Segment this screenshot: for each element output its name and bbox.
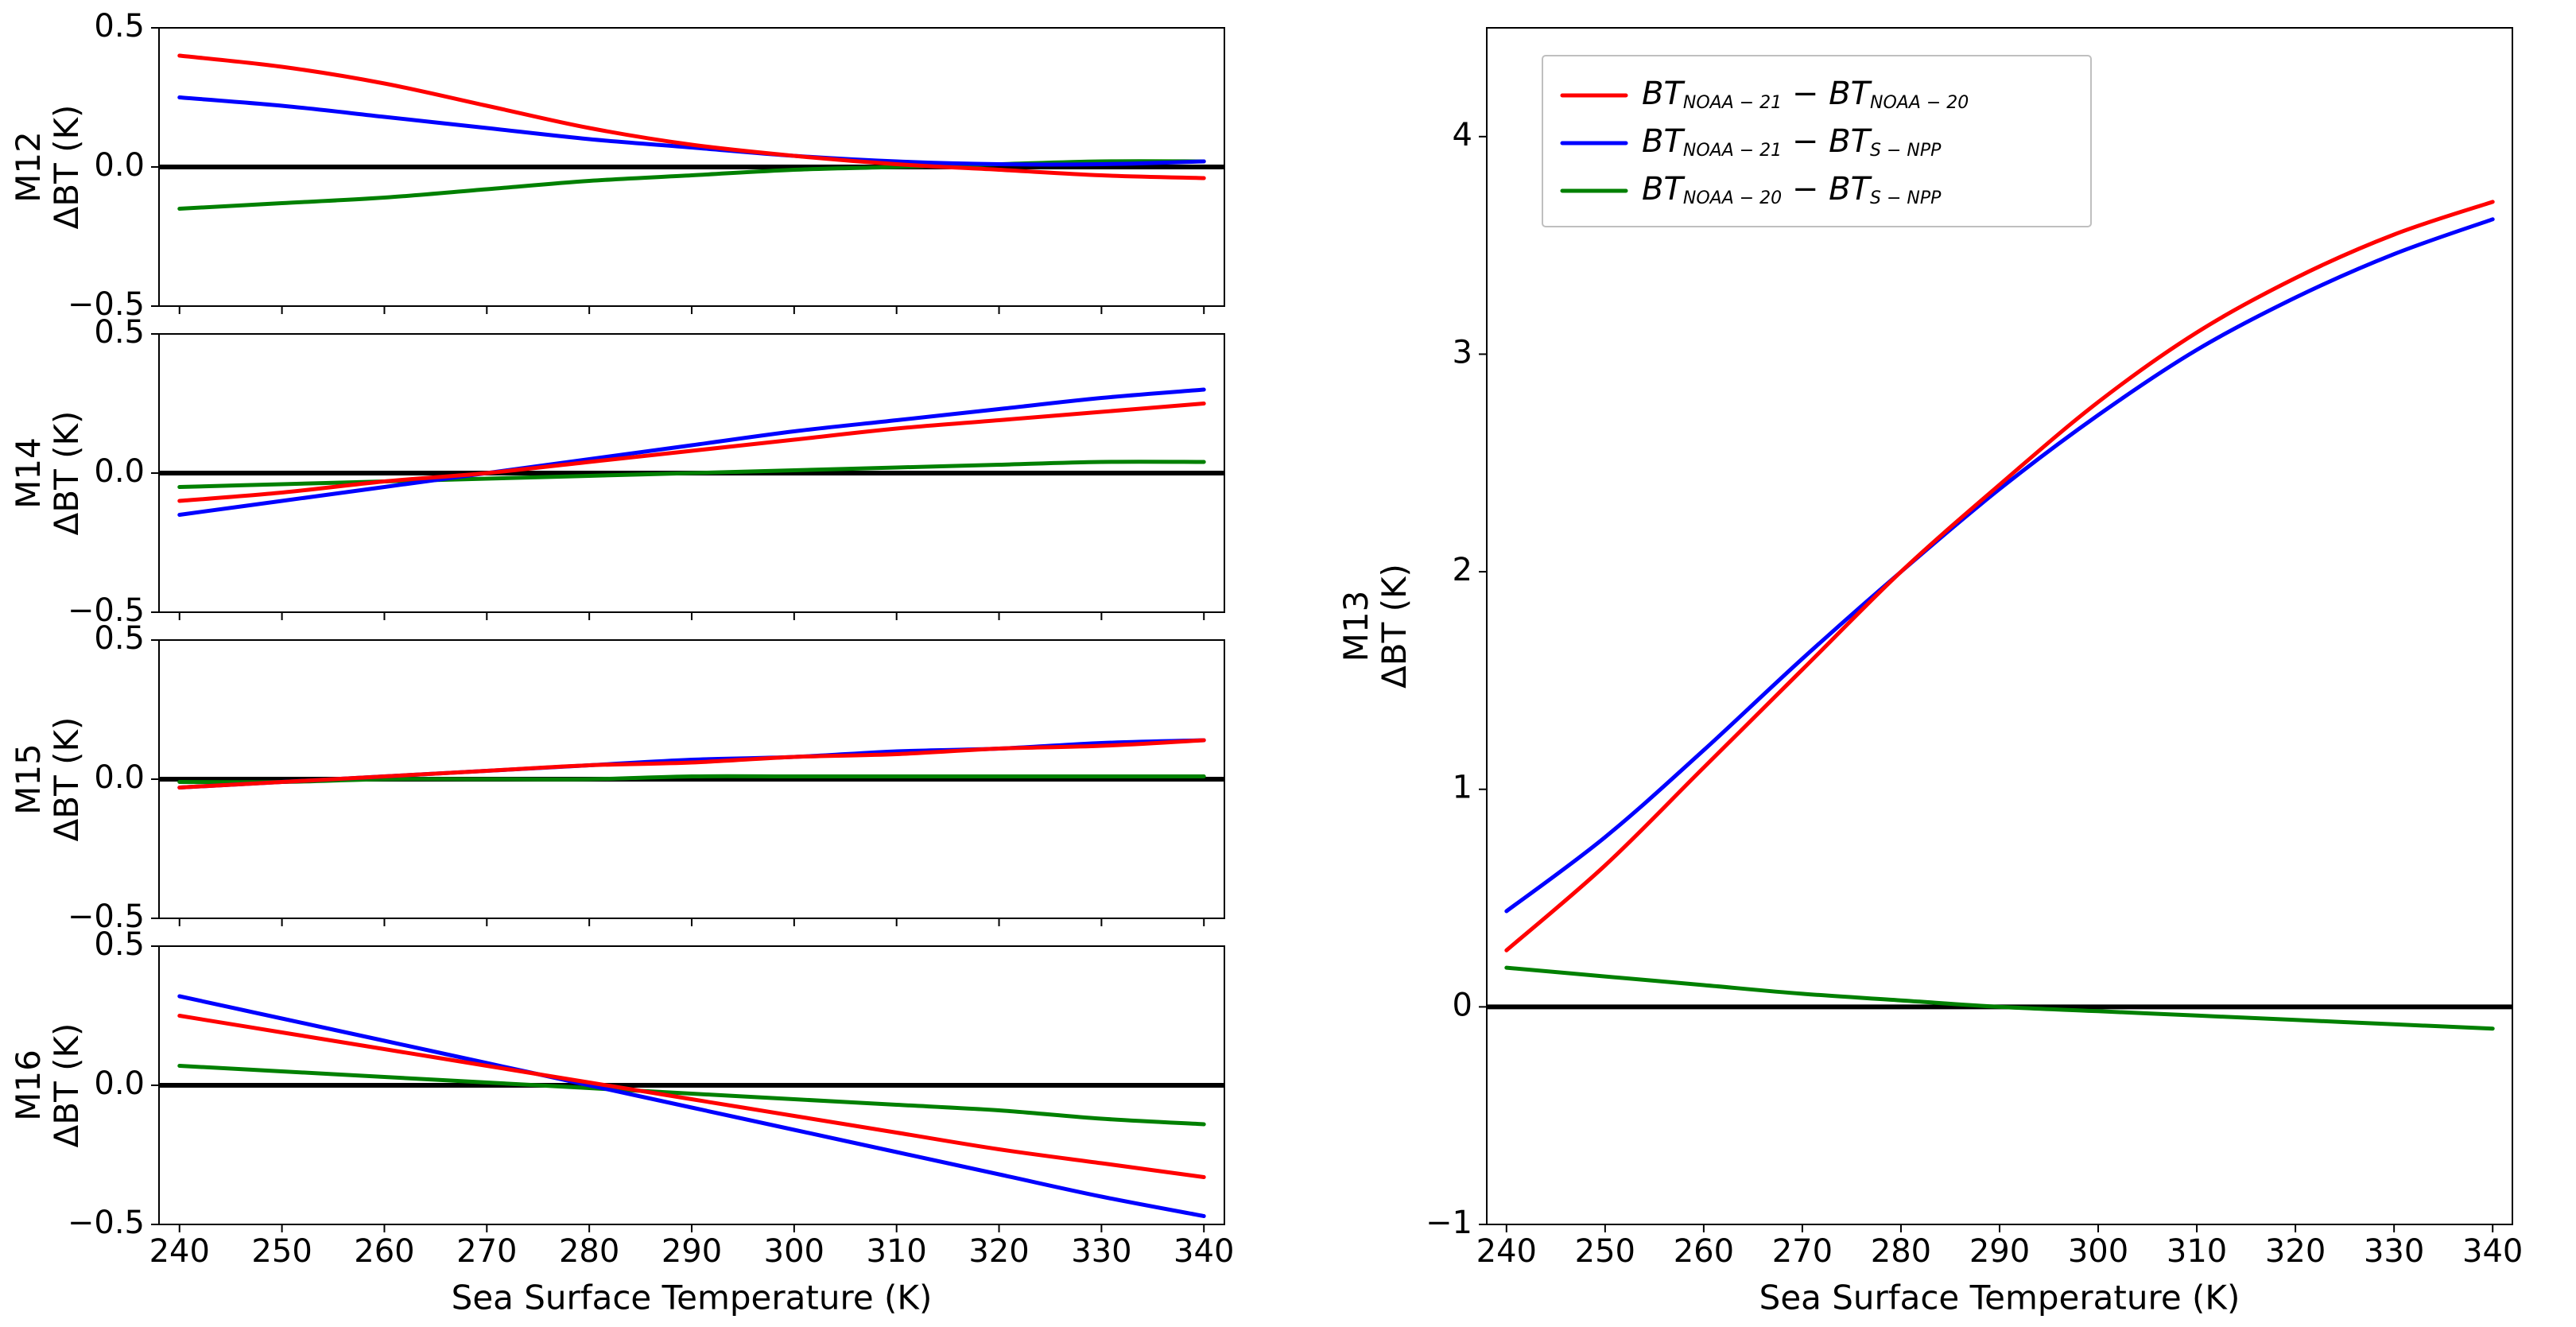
svg-text:260: 260 — [354, 1233, 414, 1270]
svg-text:300: 300 — [2068, 1233, 2128, 1270]
svg-text:0.0: 0.0 — [94, 1065, 145, 1102]
svg-text:280: 280 — [559, 1233, 619, 1270]
svg-text:ΔBT (K): ΔBT (K) — [47, 411, 86, 536]
svg-text:M14: M14 — [9, 437, 48, 509]
svg-text:340: 340 — [1174, 1233, 1234, 1270]
svg-text:260: 260 — [1674, 1233, 1734, 1270]
svg-text:ΔBT (K): ΔBT (K) — [1375, 564, 1414, 689]
svg-text:M13: M13 — [1336, 591, 1375, 662]
svg-text:2: 2 — [1453, 552, 1472, 588]
svg-text:−1: −1 — [1426, 1205, 1472, 1241]
svg-text:3: 3 — [1453, 334, 1472, 371]
svg-text:M15: M15 — [9, 743, 48, 815]
svg-text:−0.5: −0.5 — [68, 1205, 145, 1241]
svg-text:0: 0 — [1453, 987, 1472, 1023]
svg-text:300: 300 — [764, 1233, 824, 1270]
svg-text:330: 330 — [1071, 1233, 1131, 1270]
svg-text:M16: M16 — [9, 1050, 48, 1121]
svg-text:240: 240 — [149, 1233, 210, 1270]
svg-text:M12: M12 — [9, 131, 48, 203]
svg-text:0.5: 0.5 — [94, 314, 145, 351]
svg-text:Sea Surface Temperature (K): Sea Surface Temperature (K) — [1759, 1278, 2240, 1317]
svg-text:0.0: 0.0 — [94, 147, 145, 184]
svg-text:290: 290 — [1969, 1233, 2030, 1270]
svg-text:4: 4 — [1453, 117, 1472, 153]
svg-text:310: 310 — [867, 1233, 927, 1270]
figure-svg: −0.50.00.5M12ΔBT (K)−0.50.00.5M14ΔBT (K)… — [0, 0, 2576, 1327]
svg-text:0.5: 0.5 — [94, 8, 145, 45]
svg-text:270: 270 — [1772, 1233, 1833, 1270]
svg-text:320: 320 — [2265, 1233, 2326, 1270]
svg-text:1: 1 — [1453, 770, 1472, 806]
svg-text:0.5: 0.5 — [94, 926, 145, 963]
svg-text:250: 250 — [1575, 1233, 1635, 1270]
svg-text:Sea Surface Temperature (K): Sea Surface Temperature (K) — [452, 1278, 933, 1317]
svg-text:ΔBT (K): ΔBT (K) — [47, 717, 86, 842]
svg-text:0.5: 0.5 — [94, 620, 145, 657]
svg-text:250: 250 — [251, 1233, 312, 1270]
svg-text:280: 280 — [1871, 1233, 1931, 1270]
svg-text:0.0: 0.0 — [94, 453, 145, 490]
svg-text:ΔBT (K): ΔBT (K) — [47, 1023, 86, 1148]
svg-text:ΔBT (K): ΔBT (K) — [47, 105, 86, 230]
svg-text:330: 330 — [2364, 1233, 2424, 1270]
svg-text:0.0: 0.0 — [94, 759, 145, 796]
svg-text:310: 310 — [2167, 1233, 2227, 1270]
svg-text:290: 290 — [661, 1233, 722, 1270]
svg-text:240: 240 — [1476, 1233, 1537, 1270]
svg-text:320: 320 — [968, 1233, 1029, 1270]
legend: BTNOAA − 21 − BTNOAA − 20BTNOAA − 21 − B… — [1542, 56, 2091, 227]
figure-root: −0.50.00.5M12ΔBT (K)−0.50.00.5M14ΔBT (K)… — [0, 0, 2576, 1327]
svg-text:340: 340 — [2462, 1233, 2523, 1270]
svg-text:270: 270 — [456, 1233, 517, 1270]
